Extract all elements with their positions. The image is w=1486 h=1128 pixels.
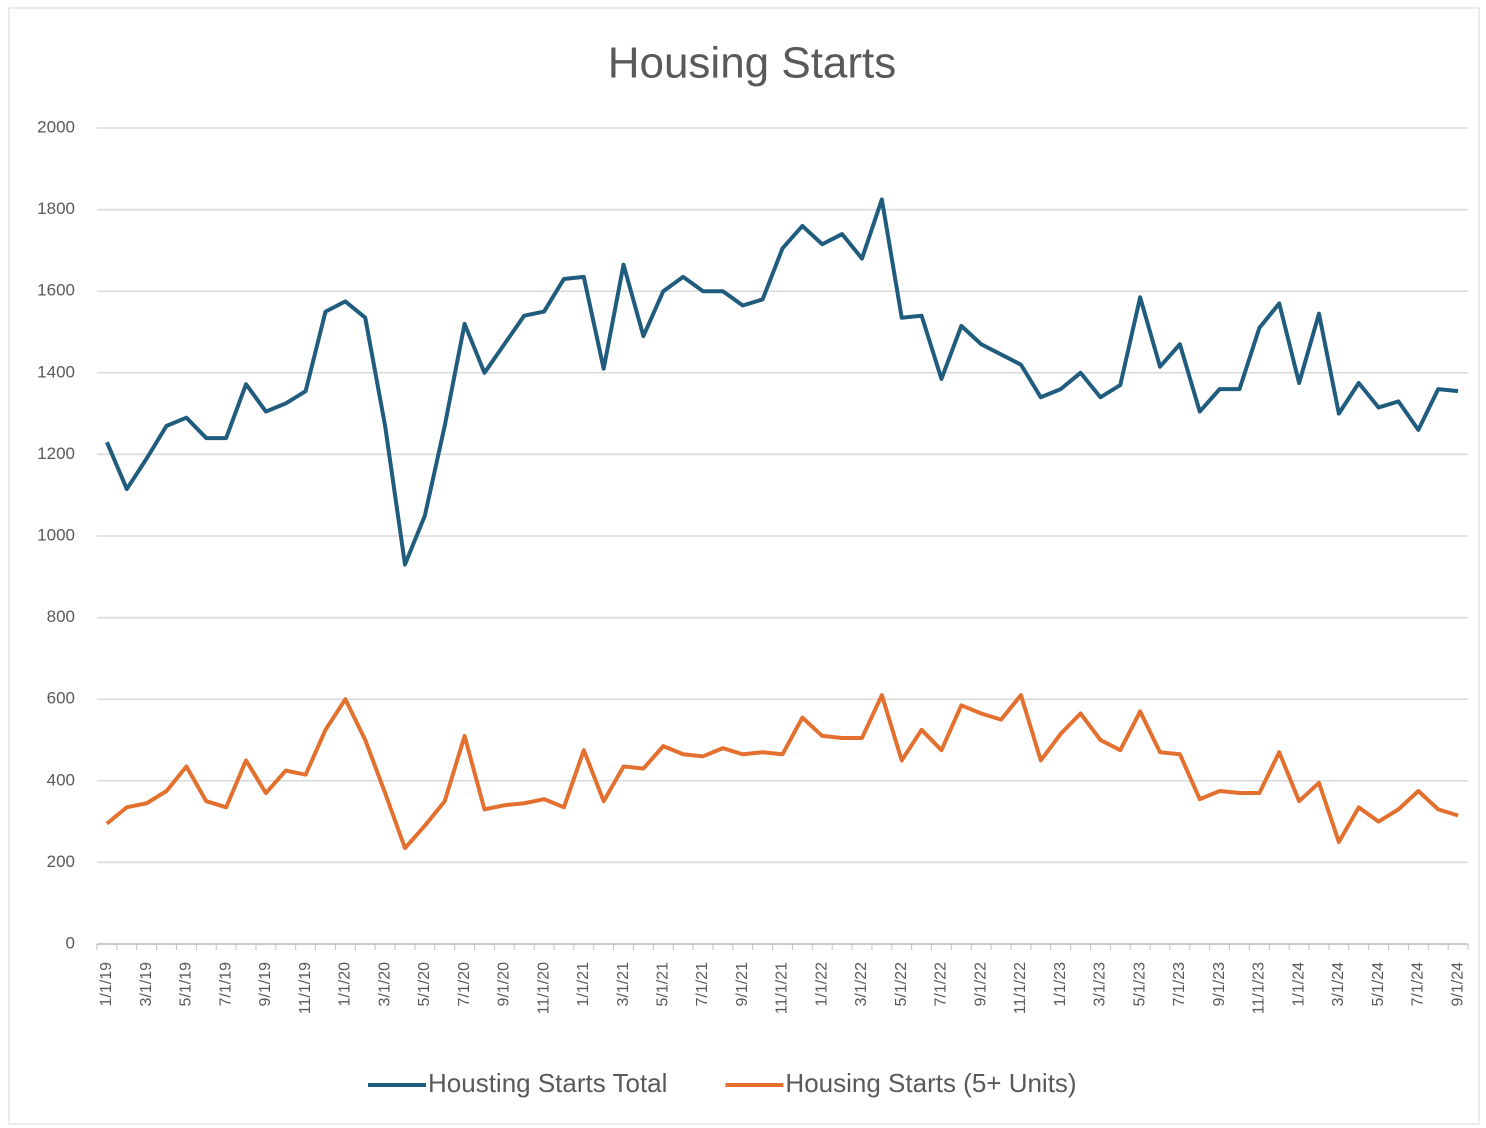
x-tick-label: 7/1/19 xyxy=(217,962,234,1007)
x-tick-label: 3/1/24 xyxy=(1330,962,1347,1007)
x-tick-label: 11/1/20 xyxy=(535,962,552,1014)
series-line xyxy=(105,197,1459,567)
legend-label: Housing Starts (5+ Units) xyxy=(785,1068,1076,1098)
x-tick-label: 9/1/20 xyxy=(496,962,513,1007)
x-tick-label: 9/1/24 xyxy=(1449,962,1466,1007)
x-tick-label: 3/1/20 xyxy=(376,962,393,1007)
series-line xyxy=(105,693,1459,851)
x-tick-label: 5/1/19 xyxy=(178,962,195,1007)
x-tick-label: 1/1/21 xyxy=(575,962,592,1007)
x-tick-label: 9/1/23 xyxy=(1211,962,1228,1007)
x-tick-label: 7/1/21 xyxy=(694,962,711,1007)
x-tick-label: 1/1/24 xyxy=(1290,962,1307,1007)
y-tick-label: 200 xyxy=(47,852,75,871)
x-tick-label: 3/1/19 xyxy=(138,962,155,1007)
y-tick-label: 1200 xyxy=(37,444,75,463)
x-tick-label: 7/1/24 xyxy=(1410,962,1427,1007)
x-tick-label: 1/1/20 xyxy=(337,962,354,1007)
x-tick-label: 9/1/22 xyxy=(972,962,989,1007)
x-tick-label: 11/1/19 xyxy=(297,962,314,1014)
y-tick-label: 0 xyxy=(66,933,75,952)
x-tick-label: 1/1/23 xyxy=(1052,962,1069,1007)
x-tick-label: 11/1/21 xyxy=(774,962,791,1014)
x-tick-label: 1/1/19 xyxy=(98,962,115,1007)
y-tick-label: 1000 xyxy=(37,525,75,544)
x-tick-label: 7/1/20 xyxy=(456,962,473,1007)
chart-title: Housing Starts xyxy=(608,39,897,88)
y-tick-label: 1400 xyxy=(37,362,75,381)
x-tick-label: 5/1/24 xyxy=(1370,962,1387,1007)
x-tick-label: 5/1/23 xyxy=(1131,962,1148,1007)
x-tick-label: 5/1/20 xyxy=(416,962,433,1007)
y-tick-label: 800 xyxy=(47,607,75,626)
chart-frame xyxy=(8,7,1480,1125)
x-tick-label: 1/1/22 xyxy=(813,962,830,1007)
x-tick-label: 3/1/22 xyxy=(853,962,870,1007)
y-tick-label: 1600 xyxy=(37,281,75,300)
x-tick-label: 3/1/23 xyxy=(1092,962,1109,1007)
x-tick-label: 11/1/23 xyxy=(1251,962,1268,1014)
x-tick-label: 9/1/19 xyxy=(257,962,274,1007)
y-tick-label: 1800 xyxy=(37,199,75,218)
y-tick-label: 400 xyxy=(47,770,75,789)
y-tick-label: 2000 xyxy=(37,117,75,136)
x-tick-label: 11/1/22 xyxy=(1012,962,1029,1014)
legend-label: Housting Starts Total xyxy=(428,1068,667,1098)
x-tick-label: 7/1/23 xyxy=(1171,962,1188,1007)
x-tick-label: 9/1/21 xyxy=(734,962,751,1007)
y-tick-label: 600 xyxy=(47,689,75,708)
x-tick-label: 5/1/21 xyxy=(655,962,672,1007)
x-tick-label: 5/1/22 xyxy=(893,962,910,1007)
x-tick-label: 3/1/21 xyxy=(615,962,632,1007)
x-tick-label: 7/1/22 xyxy=(933,962,950,1007)
